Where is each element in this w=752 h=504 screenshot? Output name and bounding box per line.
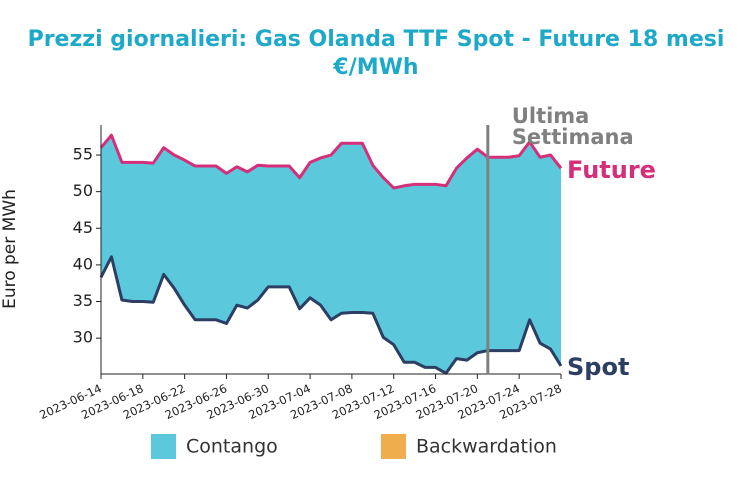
y-tick-label: 45 bbox=[73, 218, 93, 237]
legend-swatch bbox=[151, 434, 176, 459]
chart-subtitle: €/MWh bbox=[332, 55, 418, 80]
annotation-text: Settimana bbox=[512, 125, 634, 149]
y-tick-label: 35 bbox=[73, 291, 93, 310]
y-tick-label: 40 bbox=[73, 254, 93, 273]
y-axis-label: Euro per MWh bbox=[0, 189, 20, 309]
series-end-label: Spot bbox=[567, 353, 629, 381]
y-tick-label: 55 bbox=[73, 145, 93, 164]
legend-label: Backwardation bbox=[416, 436, 557, 458]
annotation-text: Ultima bbox=[512, 104, 590, 128]
series-line bbox=[99, 133, 563, 190]
chart-title: Prezzi giornalieri: Gas Olanda TTF Spot … bbox=[28, 27, 725, 52]
legend-label: Contango bbox=[186, 436, 278, 458]
y-tick-label: 50 bbox=[73, 181, 93, 200]
contango-area bbox=[101, 135, 561, 374]
series-end-label: Future bbox=[567, 156, 656, 184]
legend-swatch bbox=[381, 434, 406, 459]
series-line bbox=[99, 255, 563, 375]
y-tick-label: 30 bbox=[73, 328, 93, 347]
